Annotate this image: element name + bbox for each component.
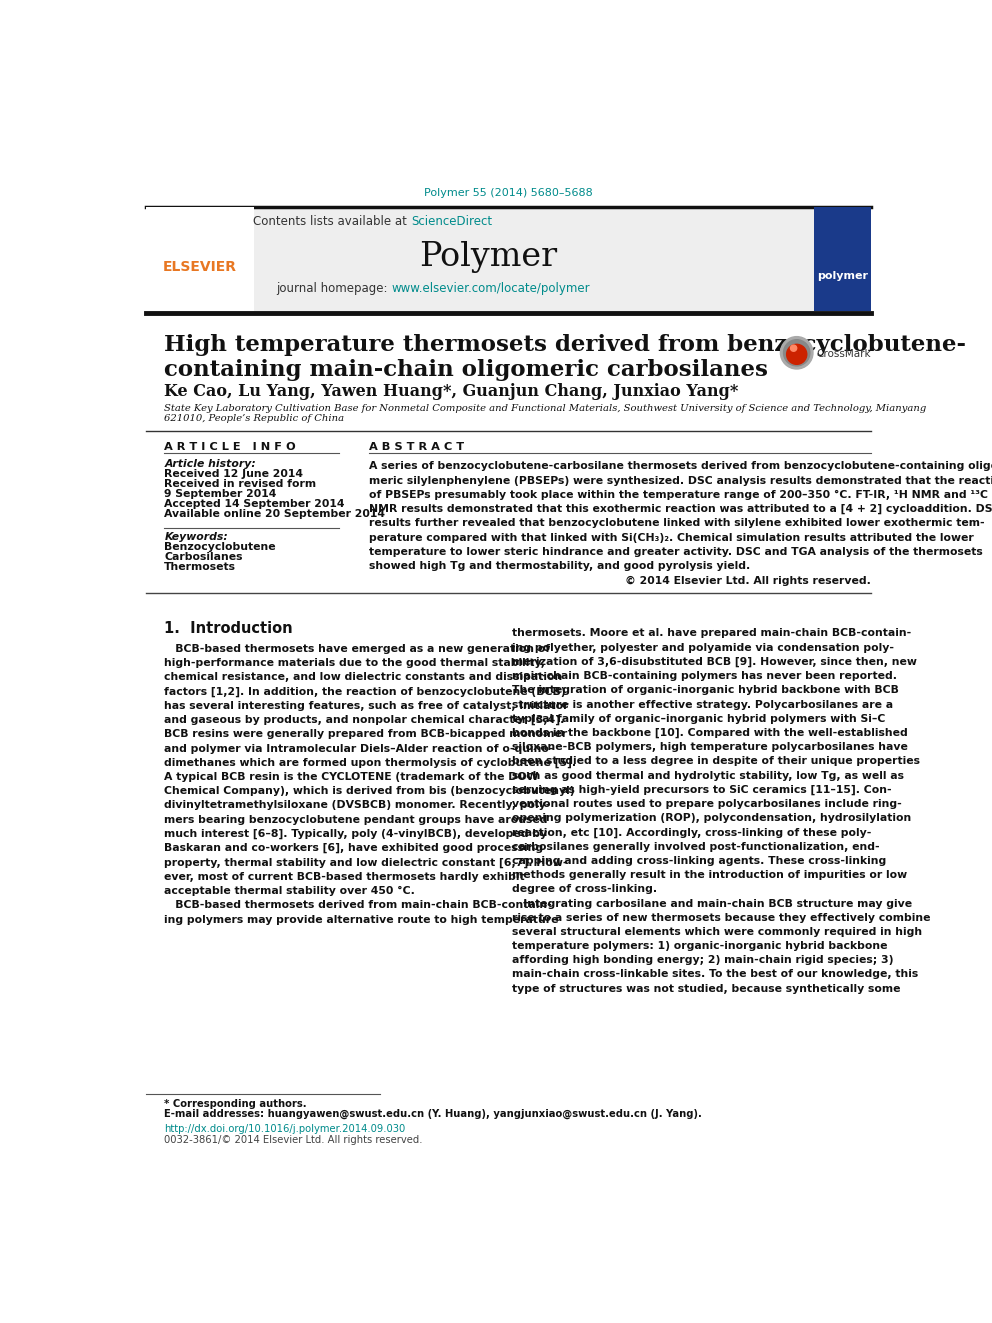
Text: Polymer: Polymer	[420, 241, 558, 273]
Circle shape	[791, 345, 797, 352]
Bar	[146, 206, 871, 311]
Bar	[813, 206, 871, 311]
Text: 1.  Introduction: 1. Introduction	[165, 620, 293, 636]
Text: Ke Cao, Lu Yang, Yawen Huang*, Guanjun Chang, Junxiao Yang*: Ke Cao, Lu Yang, Yawen Huang*, Guanjun C…	[165, 382, 739, 400]
Text: Available online 20 September 2014: Available online 20 September 2014	[165, 509, 385, 519]
Circle shape	[781, 336, 813, 369]
Text: © 2014 Elsevier Ltd. All rights reserved.: © 2014 Elsevier Ltd. All rights reserved…	[625, 576, 871, 586]
Text: * Corresponding authors.: * Corresponding authors.	[165, 1098, 307, 1109]
Text: Carbosilanes: Carbosilanes	[165, 552, 243, 562]
Text: Polymer 55 (2014) 5680–5688: Polymer 55 (2014) 5680–5688	[424, 188, 593, 197]
Text: 0032-3861/© 2014 Elsevier Ltd. All rights reserved.: 0032-3861/© 2014 Elsevier Ltd. All right…	[165, 1135, 423, 1144]
Text: Contents lists available at: Contents lists available at	[253, 216, 411, 229]
Text: ScienceDirect: ScienceDirect	[411, 216, 492, 229]
Text: Received in revised form: Received in revised form	[165, 479, 316, 488]
Text: CrossMark: CrossMark	[816, 348, 871, 359]
Text: Benzocyclobutene: Benzocyclobutene	[165, 542, 276, 552]
Text: ELSEVIER: ELSEVIER	[163, 259, 237, 274]
Text: A B S T R A C T: A B S T R A C T	[369, 442, 464, 451]
Text: Received 12 June 2014: Received 12 June 2014	[165, 468, 304, 479]
Circle shape	[784, 340, 809, 366]
Text: thermosets. Moore et al. have prepared main-chain BCB-contain-
ing polyether, po: thermosets. Moore et al. have prepared m…	[512, 628, 930, 994]
Text: http://dx.doi.org/10.1016/j.polymer.2014.09.030: http://dx.doi.org/10.1016/j.polymer.2014…	[165, 1125, 406, 1134]
Text: BCB-based thermosets have emerged as a new generation of
high-performance materi: BCB-based thermosets have emerged as a n…	[165, 644, 576, 925]
Text: High temperature thermosets derived from benzocyclobutene-: High temperature thermosets derived from…	[165, 335, 966, 356]
Text: Keywords:: Keywords:	[165, 532, 228, 542]
Text: www.elsevier.com/locate/polymer: www.elsevier.com/locate/polymer	[392, 282, 590, 295]
Text: journal homepage:: journal homepage:	[276, 282, 392, 295]
Text: Article history:: Article history:	[165, 459, 256, 468]
Circle shape	[787, 344, 806, 364]
Text: State Key Laboratory Cultivation Base for Nonmetal Composite and Functional Mate: State Key Laboratory Cultivation Base fo…	[165, 404, 927, 413]
Text: 621010, People’s Republic of China: 621010, People’s Republic of China	[165, 414, 344, 423]
Text: A R T I C L E   I N F O: A R T I C L E I N F O	[165, 442, 296, 451]
Text: A series of benzocyclobutene-carbosilane thermosets derived from benzocyclobuten: A series of benzocyclobutene-carbosilane…	[369, 462, 992, 570]
Text: Thermosets: Thermosets	[165, 562, 236, 572]
Text: containing main-chain oligomeric carbosilanes: containing main-chain oligomeric carbosi…	[165, 359, 768, 381]
Bar	[146, 206, 254, 311]
Text: E-mail addresses: huangyawen@swust.edu.cn (Y. Huang), yangjunxiao@swust.edu.cn (: E-mail addresses: huangyawen@swust.edu.c…	[165, 1109, 702, 1119]
Text: Accepted 14 September 2014: Accepted 14 September 2014	[165, 499, 345, 509]
Text: 9 September 2014: 9 September 2014	[165, 488, 277, 499]
Text: polymer: polymer	[817, 271, 868, 280]
